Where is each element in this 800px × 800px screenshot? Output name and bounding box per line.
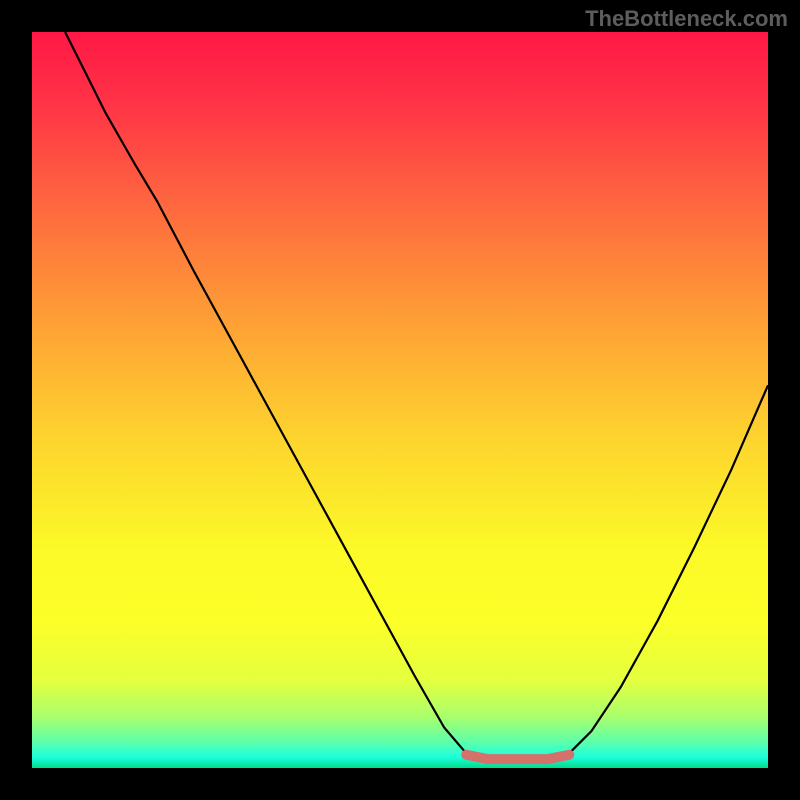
chart-container: TheBottleneck.com bbox=[0, 0, 800, 800]
plot-background bbox=[32, 32, 768, 768]
optimal-range-marker bbox=[466, 755, 569, 759]
bottleneck-chart bbox=[0, 0, 800, 800]
watermark-text: TheBottleneck.com bbox=[585, 6, 788, 32]
